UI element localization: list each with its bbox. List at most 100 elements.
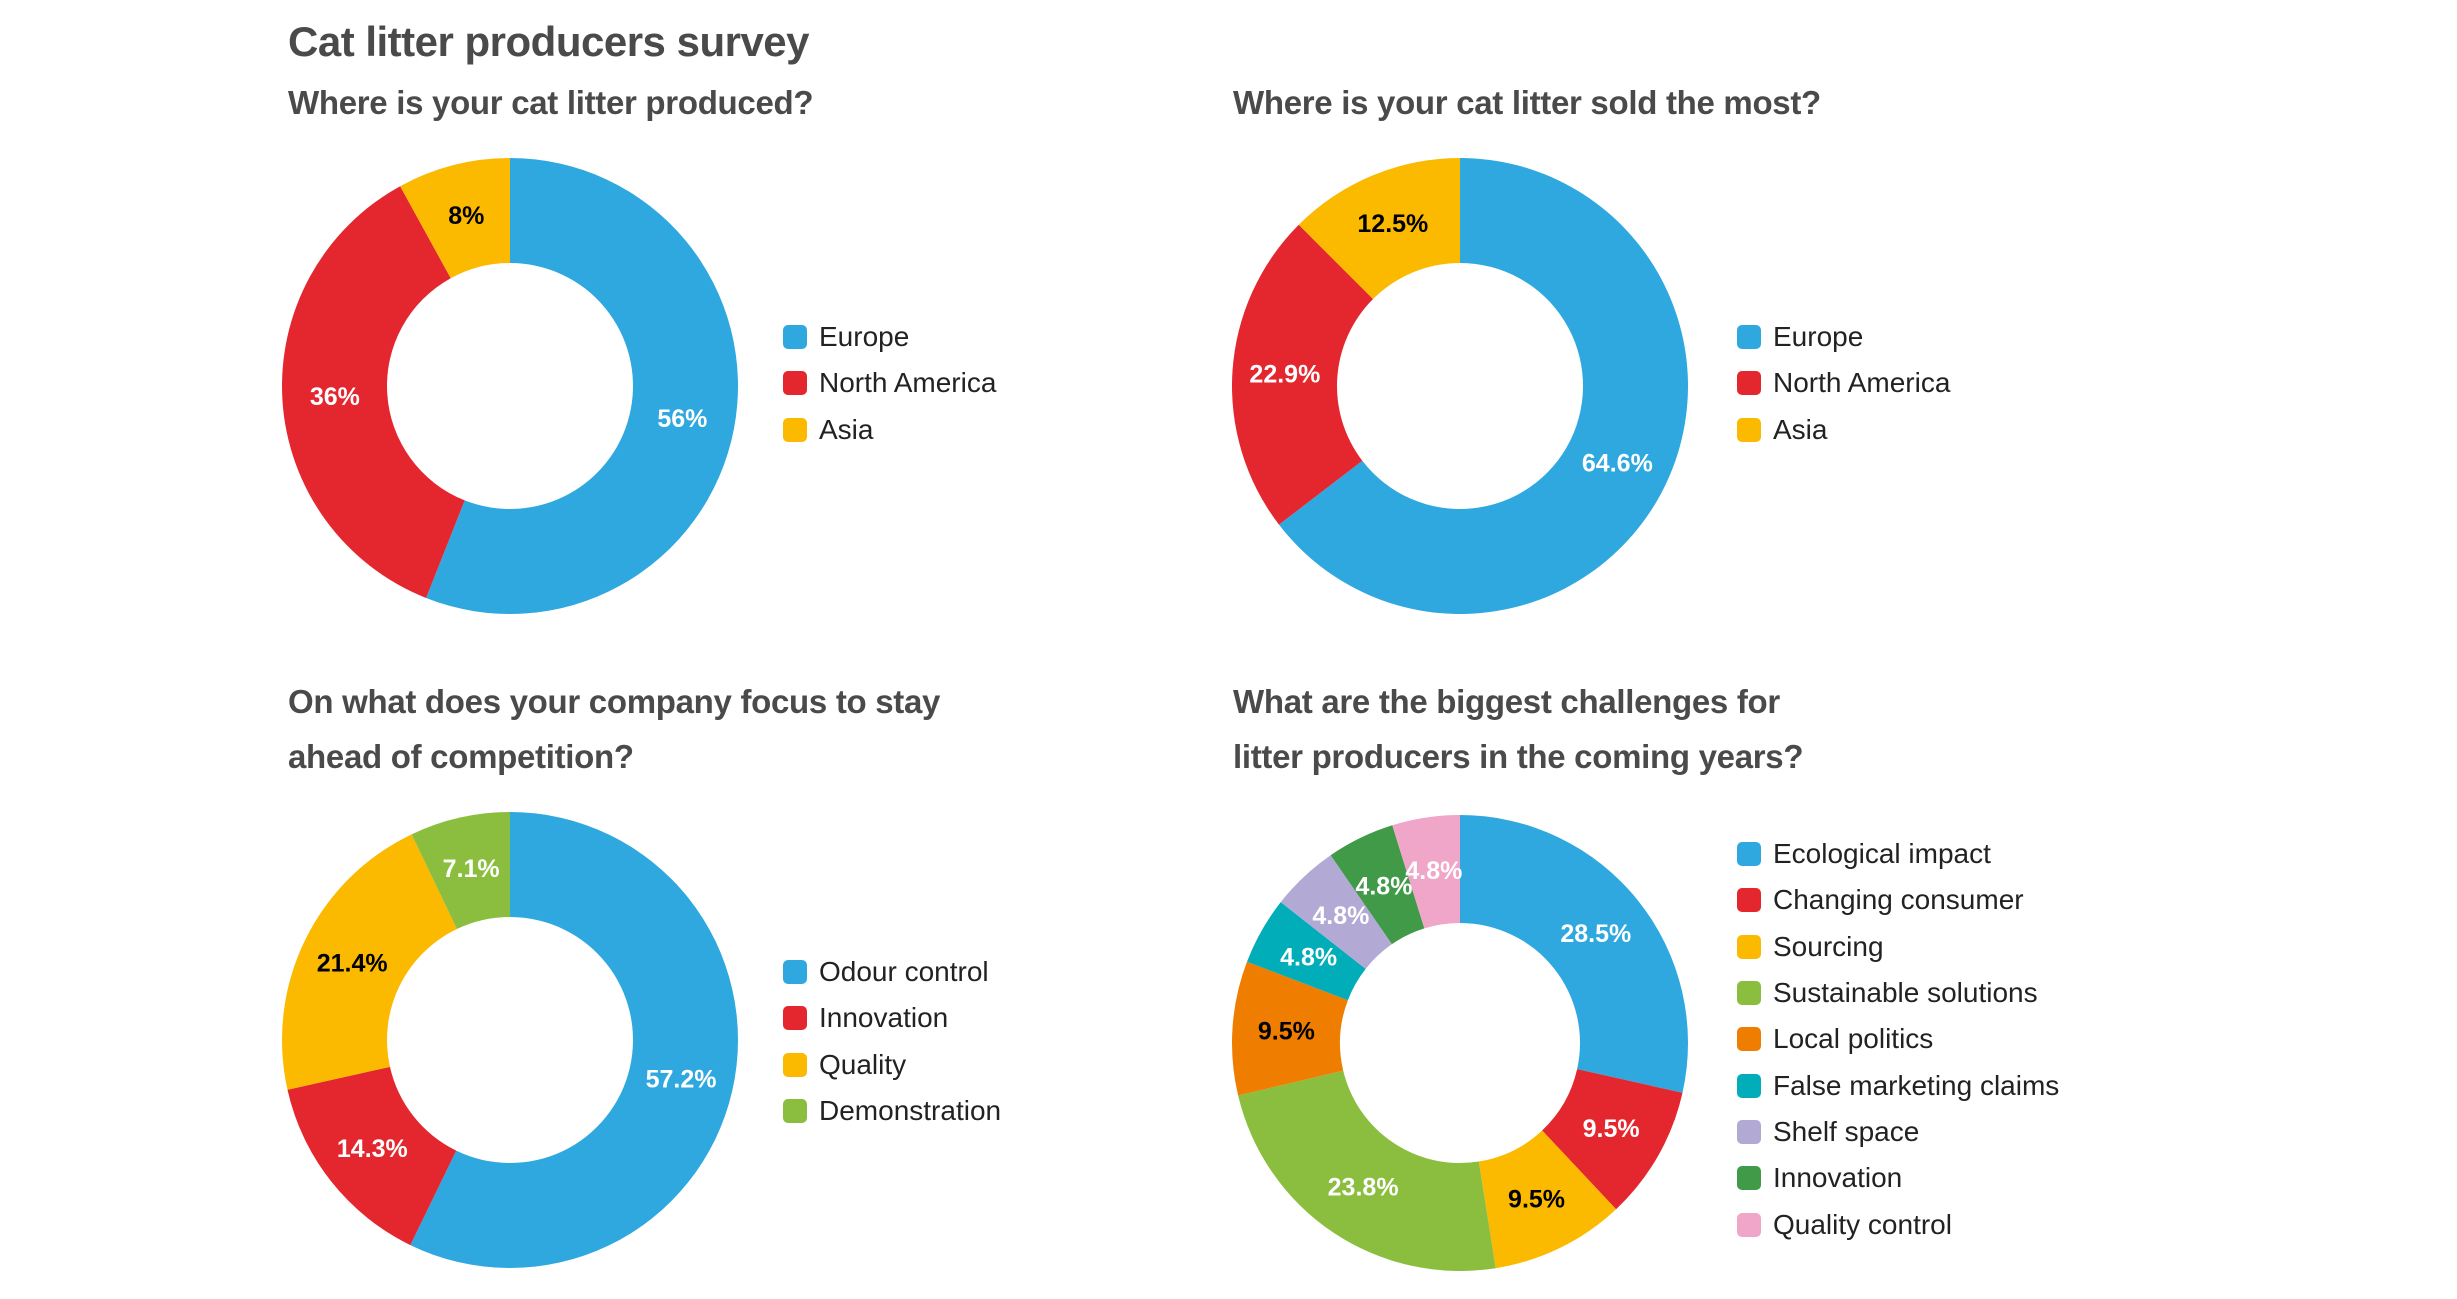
- data-label-quality: 21.4%: [317, 949, 388, 977]
- chart-2-donut: 64.6% 22.9% 12.5%: [1232, 158, 1688, 614]
- page-title: Cat litter producers survey: [288, 18, 810, 65]
- legend-label: Local politics: [1773, 1023, 1934, 1055]
- legend-item: Ecological impact: [1737, 831, 2059, 877]
- legend-item: False marketing claims: [1737, 1062, 2059, 1108]
- legend-item: Odour control: [783, 949, 1001, 995]
- legend-swatch: [783, 325, 807, 350]
- legend-item: Demonstration: [783, 1088, 1001, 1134]
- chart-4-legend: Ecological impact Changing consumer Sourci…: [1737, 831, 2059, 1248]
- legend-item: Asia: [1737, 407, 1950, 453]
- chart-3-title: On what does your company focus to stay …: [288, 674, 940, 784]
- legend-swatch: [783, 1006, 807, 1031]
- slice-innovation: [1330, 825, 1425, 945]
- legend-swatch: [1737, 842, 1761, 867]
- legend-item: Changing consumer: [1737, 877, 2059, 923]
- slice-north-america: [1232, 224, 1374, 525]
- chart-4-title-line-1: What are the biggest challenges for: [1233, 683, 1780, 720]
- chart-1-title: Where is your cat litter produced?: [288, 84, 814, 121]
- legend-swatch: [1737, 1073, 1761, 1098]
- data-label-sourcing: 9.5%: [1508, 1185, 1565, 1213]
- data-label-false-marketing-claims: 4.8%: [1280, 943, 1337, 971]
- legend-item: North America: [783, 360, 996, 406]
- legend-item: Sustainable solutions: [1737, 970, 2059, 1016]
- data-label-changing-consumer: 9.5%: [1583, 1115, 1640, 1143]
- data-label-sustainable-solutions: 23.8%: [1328, 1174, 1399, 1202]
- legend-item: Local politics: [1737, 1016, 2059, 1062]
- legend-label: False marketing claims: [1773, 1069, 2060, 1101]
- data-label-quality-control: 4.8%: [1405, 857, 1462, 885]
- legend-item: Innovation: [783, 995, 1001, 1041]
- slice-sourcing: [1478, 1130, 1617, 1269]
- data-label-north-america: 22.9%: [1249, 360, 1320, 388]
- slice-asia: [400, 158, 510, 279]
- legend-label: Asia: [1773, 413, 1828, 445]
- slice-shelf-space: [1280, 855, 1392, 969]
- legend-swatch: [1737, 1212, 1761, 1237]
- legend-label: Sourcing: [1773, 930, 1884, 962]
- legend-swatch: [1737, 981, 1761, 1006]
- data-label-europe: 56%: [657, 405, 707, 433]
- data-label-north-america: 36%: [310, 383, 360, 411]
- legend-swatch: [1737, 1119, 1761, 1144]
- chart-2-legend: Europe North America Asia: [1737, 314, 1950, 453]
- legend-item: Sourcing: [1737, 924, 2059, 970]
- chart-2-title: Where is your cat litter sold the most?: [1233, 84, 1821, 121]
- legend-label: North America: [819, 367, 997, 399]
- legend-swatch: [1737, 417, 1761, 442]
- legend-label: Changing consumer: [1773, 884, 2024, 916]
- legend-item: Europe: [783, 314, 996, 360]
- chart-4-title-line-2: litter producers in the coming years?: [1233, 738, 1804, 775]
- legend-label: North America: [1773, 367, 1951, 399]
- slice-north-america: [282, 186, 465, 598]
- legend-swatch: [1737, 1027, 1761, 1052]
- legend-label: Sustainable solutions: [1773, 977, 2038, 1009]
- chart-4-donut: 28.5%9.5%9.5%23.8%9.5%4.8%4.8%4.8%4.8%: [1232, 815, 1688, 1272]
- slice-sustainable-solutions: [1238, 1070, 1496, 1272]
- data-label-odour-control: 57.2%: [646, 1065, 717, 1093]
- data-label-asia: 8%: [448, 202, 484, 230]
- slice-ecological-impact: [1460, 815, 1688, 1093]
- data-label-asia: 12.5%: [1357, 210, 1428, 238]
- legend-item: Quality: [783, 1042, 1001, 1088]
- chart-4-title: What are the biggest challenges for litt…: [1233, 674, 1804, 784]
- legend-label: Quality: [819, 1048, 907, 1080]
- slice-demonstration: [411, 812, 510, 930]
- data-label-innovation: 4.8%: [1355, 873, 1412, 901]
- legend-label: Ecological impact: [1773, 838, 1991, 870]
- slice-quality-control: [1392, 815, 1460, 929]
- legend-label: Shelf space: [1773, 1115, 1920, 1147]
- legend-label: Odour control: [819, 956, 989, 988]
- legend-swatch: [1737, 934, 1761, 959]
- data-label-local-politics: 9.5%: [1258, 1018, 1315, 1046]
- chart-1-legend: Europe North America Asia: [783, 314, 996, 453]
- legend-item: Asia: [783, 407, 996, 453]
- legend-swatch: [783, 417, 807, 442]
- data-label-europe: 64.6%: [1582, 450, 1653, 478]
- chart-3-title-line-2: ahead of competition?: [288, 738, 634, 775]
- slice-europe: [1278, 158, 1688, 614]
- slice-local-politics: [1232, 961, 1348, 1096]
- slice-false-marketing-claims: [1246, 902, 1366, 1001]
- legend-swatch: [1737, 1166, 1761, 1191]
- legend-item: Europe: [1737, 314, 1950, 360]
- slice-odour-control: [410, 812, 738, 1268]
- data-label-ecological-impact: 28.5%: [1560, 920, 1631, 948]
- chart-3-legend: Odour control Innovation Quality Demonstrat…: [783, 949, 1001, 1134]
- legend-label: Quality control: [1773, 1208, 1952, 1240]
- legend-label: Innovation: [819, 1002, 949, 1034]
- data-label-demonstration: 7.1%: [443, 855, 500, 883]
- legend-swatch: [1737, 371, 1761, 396]
- legend-swatch: [783, 1099, 807, 1124]
- chart-1-donut: 56% 36% 8%: [282, 158, 739, 614]
- chart-3-donut: 57.2% 14.3% 21.4% 7.1%: [281, 812, 738, 1268]
- legend-swatch: [783, 1052, 807, 1077]
- legend-swatch: [1737, 888, 1761, 913]
- data-label-innovation: 14.3%: [337, 1135, 408, 1163]
- chart-3-title-line-1: On what does your company focus to stay: [288, 683, 941, 720]
- legend-swatch: [783, 371, 807, 396]
- legend-item: Quality control: [1737, 1201, 2059, 1247]
- slice-asia: [1298, 158, 1460, 300]
- legend-label: Europe: [819, 321, 910, 353]
- legend-label: Demonstration: [819, 1095, 1002, 1127]
